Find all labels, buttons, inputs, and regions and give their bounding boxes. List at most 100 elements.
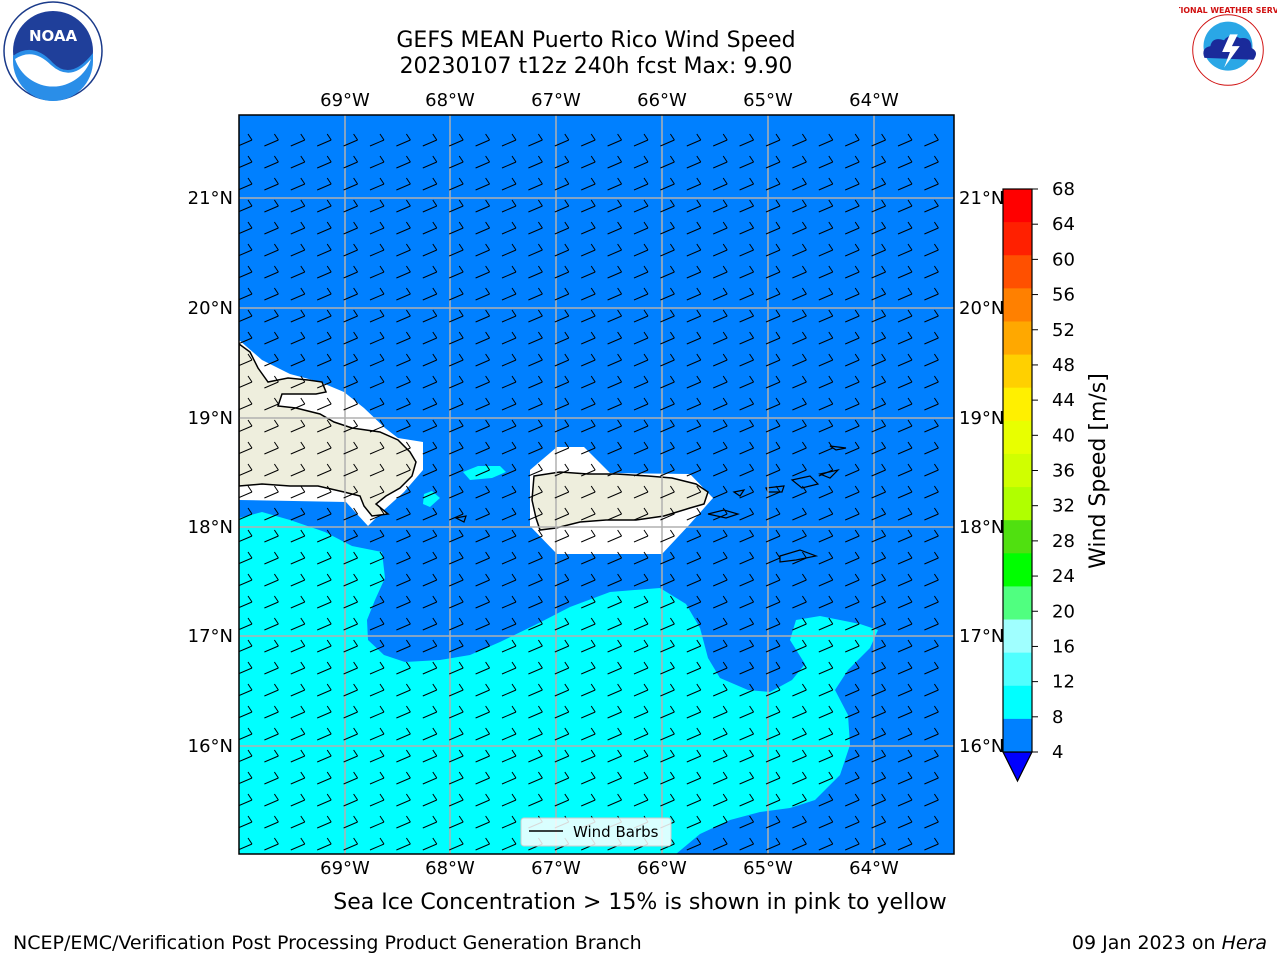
- wind-barb: [396, 617, 411, 631]
- wind-barb: [765, 793, 781, 807]
- wind-barb: [660, 507, 675, 521]
- wind-barb: [765, 815, 781, 829]
- wind-barb: [713, 617, 728, 631]
- wind-barb: [264, 177, 279, 191]
- wind-barb: [818, 639, 834, 653]
- wind-barb: [264, 507, 279, 521]
- wind-barb: [818, 353, 834, 367]
- wind-barb: [264, 397, 279, 411]
- colorbar: 68 64 60 56 52 48 44 40 36 32 28 24 20 16 12 8 4 Wind Sp…: [1002, 179, 1111, 783]
- wind-barb: [264, 133, 279, 147]
- wind-barb: [924, 683, 939, 697]
- lat-tick-left: 19°N: [188, 408, 233, 429]
- wind-barb: [845, 617, 860, 631]
- wind-barb: [528, 331, 543, 345]
- wind-barb: [317, 419, 332, 433]
- colorbar-tick-label: 12: [1052, 672, 1075, 693]
- wind-barb: [765, 639, 781, 653]
- wind-barb: [924, 309, 939, 323]
- wind-barb: [343, 287, 359, 301]
- wind-barb: [633, 397, 649, 411]
- wind-barb: [818, 287, 834, 301]
- wind-barb: [660, 661, 675, 675]
- wind-barb: [924, 155, 939, 169]
- wind-barb: [290, 749, 306, 763]
- wind-barb: [343, 221, 359, 235]
- wind-barb: [792, 485, 807, 499]
- wind-barb: [897, 397, 913, 411]
- wind-barb: [239, 155, 253, 169]
- wind-barb: [924, 595, 939, 609]
- wind-barb: [713, 221, 728, 235]
- wind-barb: [686, 177, 702, 191]
- wind-barb: [818, 441, 834, 455]
- wind-barb: [528, 309, 543, 323]
- wind-barb: [239, 331, 253, 345]
- wind-barb: [317, 221, 332, 235]
- wind-barb: [554, 749, 570, 763]
- wind-barb: [607, 133, 623, 147]
- wind-barb: [239, 309, 253, 323]
- wind-barb: [422, 529, 438, 543]
- wind-barb: [501, 287, 517, 301]
- wind-barb: [422, 309, 438, 323]
- wind-barb: [871, 397, 887, 411]
- wind-barb: [897, 375, 913, 389]
- wind-barb: [818, 771, 834, 785]
- wind-barb: [290, 529, 306, 543]
- wind-barb: [792, 133, 807, 147]
- wind-barb: [343, 265, 359, 279]
- wind-barb: [554, 199, 570, 213]
- wind-barb: [765, 441, 781, 455]
- wind-barb: [924, 639, 939, 653]
- wind-barb: [871, 551, 887, 565]
- wind-barb: [528, 595, 543, 609]
- wind-barb: [369, 221, 385, 235]
- wind-barb: [739, 199, 755, 213]
- wind-barb: [554, 639, 570, 653]
- wind-barb: [581, 177, 596, 191]
- wind-barb: [239, 265, 253, 279]
- wind-barb: [739, 661, 755, 675]
- wind-barb: [528, 771, 543, 785]
- wind-barb: [660, 617, 675, 631]
- wind-barb: [818, 375, 834, 389]
- wind-barb: [581, 661, 596, 675]
- colorbar-segment: [1003, 420, 1032, 455]
- wind-barb: [239, 573, 253, 587]
- wind-barb: [792, 331, 807, 345]
- wind-barb: [475, 485, 491, 499]
- wind-barb: [924, 705, 939, 719]
- wind-barb: [501, 793, 517, 807]
- wind-barb: [449, 353, 464, 367]
- wind-barb: [369, 287, 385, 301]
- wind-barb: [897, 265, 913, 279]
- wind-barb: [765, 771, 781, 785]
- wind-barb: [792, 793, 807, 807]
- wind-barb: [317, 441, 332, 455]
- wind-barb: [369, 683, 385, 697]
- wind-barb: [581, 375, 596, 389]
- wind-barb: [581, 793, 596, 807]
- wind-barb: [264, 529, 279, 543]
- wind-barb: [369, 485, 385, 499]
- wind-barb: [290, 639, 306, 653]
- wind-barb: [739, 683, 755, 697]
- wind-barb: [239, 397, 253, 411]
- wind-barb: [739, 463, 755, 477]
- wind-barb: [317, 309, 332, 323]
- colorbar-tick-label: 32: [1052, 496, 1075, 517]
- wind-barb: [239, 133, 253, 147]
- wind-barb: [845, 573, 860, 587]
- wind-barb: [686, 749, 702, 763]
- land-virgin-islands: [732, 445, 847, 563]
- wind-barb: [475, 573, 491, 587]
- wind-barb: [765, 595, 781, 609]
- wind-barb: [343, 309, 359, 323]
- wind-barb: [449, 485, 464, 499]
- wind-barb: [264, 155, 279, 169]
- wind-barb: [290, 177, 306, 191]
- wind-barb: [660, 771, 675, 785]
- wind-barb: [897, 287, 913, 301]
